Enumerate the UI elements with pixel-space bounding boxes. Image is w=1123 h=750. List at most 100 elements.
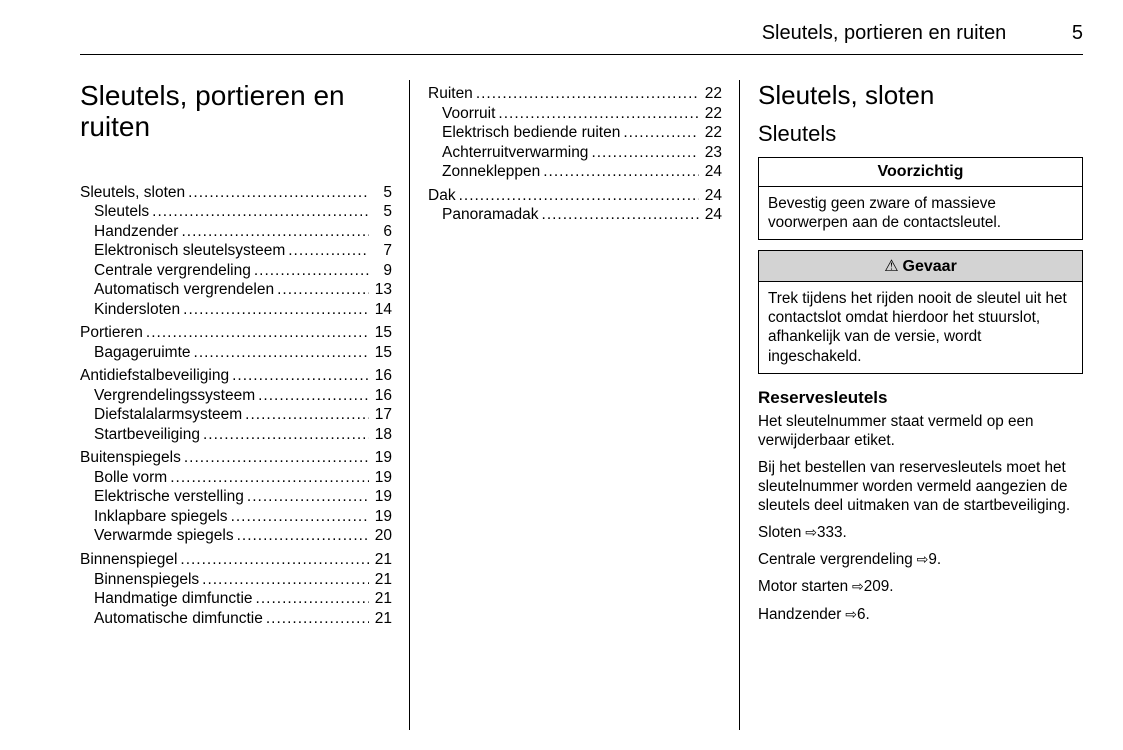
toc-page: 22: [702, 123, 722, 143]
toc-col2: Ruiten22Voorruit22Elektrisch bediende ru…: [428, 84, 722, 225]
toc-entry: Sleutels5: [94, 202, 392, 222]
toc-label: Elektrische verstelling: [94, 487, 244, 507]
toc-page: 24: [702, 205, 722, 225]
danger-title: Gevaar: [759, 251, 1082, 282]
toc-label: Buitenspiegels: [80, 448, 181, 468]
toc-page: 16: [372, 386, 392, 406]
running-header: Sleutels, portieren en ruiten 5: [762, 22, 1083, 45]
cross-reference: Centrale vergrendeling9.: [758, 550, 1083, 569]
column-1: Sleutels, portieren en ruiten Sleutels, …: [80, 80, 410, 692]
toc-label: Dak: [428, 186, 456, 206]
toc-section: Buitenspiegels19Bolle vorm19Elektrische …: [80, 448, 392, 546]
xref-page: 209.: [864, 578, 894, 595]
xref-label: Handzender: [758, 606, 841, 623]
cross-reference: Sloten333.: [758, 523, 1083, 542]
toc-page: 24: [702, 186, 722, 206]
toc-entry: Inklapbare spiegels19: [94, 507, 392, 527]
toc-label: Centrale vergrendeling: [94, 261, 251, 281]
toc-label: Ruiten: [428, 84, 473, 104]
toc-page: 23: [702, 143, 722, 163]
toc-label: Automatische dimfunctie: [94, 609, 263, 629]
toc-label: Binnenspiegel: [80, 550, 177, 570]
toc-section: Binnenspiegel21Binnenspiegels21Handmatig…: [80, 550, 392, 628]
cross-reference: Handzender 6.: [758, 605, 1083, 624]
toc-section: Sleutels, sloten5Sleutels5Handzender6Ele…: [80, 183, 392, 320]
toc-page: 21: [372, 589, 392, 609]
toc-page: 21: [372, 609, 392, 629]
toc-entry: Handzender 6: [94, 222, 392, 242]
toc-page: 14: [372, 300, 392, 320]
toc-leader: [277, 280, 369, 300]
toc-entry: Buitenspiegels19: [80, 448, 392, 468]
paragraph-1: Het sleutelnummer staat vermeld op een v…: [758, 412, 1083, 450]
toc-leader: [254, 261, 369, 281]
chapter-title: Sleutels, portieren en ruiten: [80, 80, 392, 143]
section-heading-2: Sleutels: [758, 121, 1083, 147]
toc-leader: [288, 241, 369, 261]
toc-label: Sleutels, sloten: [80, 183, 185, 203]
toc-leader: [245, 405, 369, 425]
cross-references: Sloten333. Centrale vergrendeling9. Motor …: [758, 523, 1083, 623]
toc-label: Sleutels: [94, 202, 149, 222]
column-3: Sleutels, sloten Sleutels Voorzichtig Be…: [740, 80, 1083, 692]
toc-subgroup: Bolle vorm19Elektrische verstelling19Ink…: [80, 468, 392, 546]
toc-label: Diefstalalarmsysteem: [94, 405, 242, 425]
xref-label: Sloten: [758, 524, 801, 541]
running-title: Sleutels, portieren en ruiten: [762, 22, 1007, 44]
toc-col1: Sleutels, sloten5Sleutels5Handzender6Ele…: [80, 183, 392, 628]
toc-leader: [170, 468, 369, 488]
toc-leader: [232, 366, 369, 386]
toc-leader: [184, 448, 369, 468]
toc-leader: [543, 162, 699, 182]
column-container: Sleutels, portieren en ruiten Sleutels, …: [80, 22, 1083, 692]
toc-entry: Bolle vorm19: [94, 468, 392, 488]
toc-section: Portieren15Bagageruimte15: [80, 323, 392, 362]
toc-page: 18: [372, 425, 392, 445]
toc-label: Achterruitverwarming: [442, 143, 588, 163]
toc-leader: [459, 186, 699, 206]
toc-page: 24: [702, 162, 722, 182]
toc-entry: Dak 24: [428, 186, 722, 206]
toc-leader: [258, 386, 369, 406]
toc-page: 6: [372, 222, 392, 242]
toc-label: Kindersloten: [94, 300, 180, 320]
toc-label: Startbeveiliging: [94, 425, 200, 445]
toc-leader: [203, 425, 369, 445]
xref-arrow-icon: [801, 524, 817, 541]
toc-label: Handzender: [94, 222, 178, 242]
toc-leader: [231, 507, 369, 527]
toc-entry: Diefstalalarmsysteem17: [94, 405, 392, 425]
warning-icon: [884, 258, 902, 275]
toc-label: Vergrendelingssysteem: [94, 386, 255, 406]
toc-entry: Binnenspiegel21: [80, 550, 392, 570]
toc-leader: [188, 183, 369, 203]
toc-entry: Centrale vergrendeling 9: [94, 261, 392, 281]
danger-box: Gevaar Trek tijdens het rijden nooit de …: [758, 250, 1083, 373]
toc-entry: Kindersloten 14: [94, 300, 392, 320]
toc-section: Dak 24Panoramadak24: [428, 186, 722, 225]
header-rule: [80, 54, 1083, 55]
toc-leader: [146, 323, 369, 343]
cross-reference: Motor starten209.: [758, 577, 1083, 596]
toc-leader: [152, 202, 369, 222]
paragraph-2: Bij het bestellen van reservesleutels mo…: [758, 458, 1083, 515]
page: Sleutels, portieren en ruiten 5 Sleutels…: [0, 0, 1123, 750]
xref-page: 9.: [928, 551, 941, 568]
toc-leader: [476, 84, 699, 104]
toc-entry: Vergrendelingssysteem 16: [94, 386, 392, 406]
toc-page: 9: [372, 261, 392, 281]
toc-label: Elektronisch sleutelsysteem: [94, 241, 285, 261]
toc-subgroup: Voorruit22Elektrisch bediende ruiten22Ac…: [428, 104, 722, 182]
toc-label: Inklapbare spiegels: [94, 507, 228, 527]
caution-title: Voorzichtig: [759, 158, 1082, 187]
toc-label: Voorruit: [442, 104, 495, 124]
toc-subgroup: Panoramadak24: [428, 205, 722, 225]
xref-page: 6.: [857, 606, 870, 623]
toc-leader: [623, 123, 699, 143]
toc-label: Binnenspiegels: [94, 570, 199, 590]
toc-page: 15: [372, 323, 392, 343]
toc-page: 22: [702, 84, 722, 104]
toc-entry: Panoramadak24: [442, 205, 722, 225]
toc-page: 15: [372, 343, 392, 363]
toc-subgroup: Vergrendelingssysteem16Diefstalalarmsyst…: [80, 386, 392, 445]
